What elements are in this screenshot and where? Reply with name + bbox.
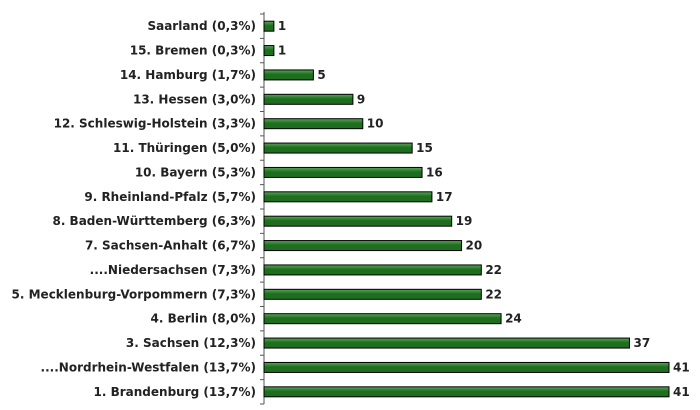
category-label: 7. Sachsen-Anhalt (6,7%): [85, 239, 256, 253]
value-label: 9: [357, 92, 365, 106]
bar: [263, 361, 670, 373]
bars: [263, 20, 670, 398]
category-label: 12. Schleswig-Holstein (3,3%): [54, 117, 256, 131]
bar: [263, 93, 354, 105]
bar: [263, 313, 502, 325]
bar: [263, 69, 314, 81]
value-label: 22: [485, 263, 502, 277]
bar: [263, 386, 670, 398]
value-label: 15: [416, 141, 433, 155]
value-label: 1: [278, 44, 286, 58]
value-label: 24: [505, 312, 522, 326]
bar: [263, 20, 275, 32]
bar: [263, 288, 482, 300]
category-label: 11. Thüringen (5,0%): [113, 141, 256, 155]
category-label: 4. Berlin (8,0%): [151, 312, 257, 326]
category-label: 10. Bayern (5,3%): [135, 165, 256, 179]
bar: [263, 166, 423, 178]
y-axis: [260, 12, 265, 405]
category-labels: Saarland (0,3%) 15. Bremen (0,3%) 14. Hamb…: [12, 19, 256, 399]
value-label: 37: [633, 336, 650, 350]
bar: [263, 191, 433, 203]
category-label: 9. Rheinland-Pfalz (5,7%): [84, 190, 256, 204]
category-label: 1. Brandenburg (13,7%): [94, 385, 256, 399]
category-label: 14. Hamburg (1,7%): [120, 68, 256, 82]
value-label: 1: [278, 19, 286, 33]
bar: [263, 45, 275, 57]
bar: [263, 337, 630, 349]
category-label: 8. Baden-Württemberg (6,3%): [52, 214, 256, 228]
value-label: 19: [456, 214, 473, 228]
value-label: 41: [673, 385, 690, 399]
category-label: ....Nordrhein-Westfalen (13,7%): [41, 360, 256, 374]
category-label: 13. Hessen (3,0%): [133, 92, 256, 106]
category-label: Saarland (0,3%): [147, 19, 256, 33]
value-label: 20: [466, 239, 483, 253]
bar: [263, 118, 364, 130]
value-label: 17: [436, 190, 453, 204]
category-label: 15. Bremen (0,3%): [130, 44, 256, 58]
value-label: 10: [367, 117, 384, 131]
value-label: 5: [317, 68, 325, 82]
value-label: 41: [673, 360, 690, 374]
value-label: 16: [426, 165, 443, 179]
bar: [263, 215, 453, 227]
bar: [263, 240, 463, 252]
category-label: ....Niedersachsen (7,3%): [90, 263, 256, 277]
bar: [263, 142, 413, 154]
category-label: 5. Mecklenburg-Vorpommern (7,3%): [12, 287, 256, 301]
category-label: 3. Sachsen (12,3%): [126, 336, 256, 350]
value-label: 22: [485, 287, 502, 301]
bar: [263, 264, 482, 276]
